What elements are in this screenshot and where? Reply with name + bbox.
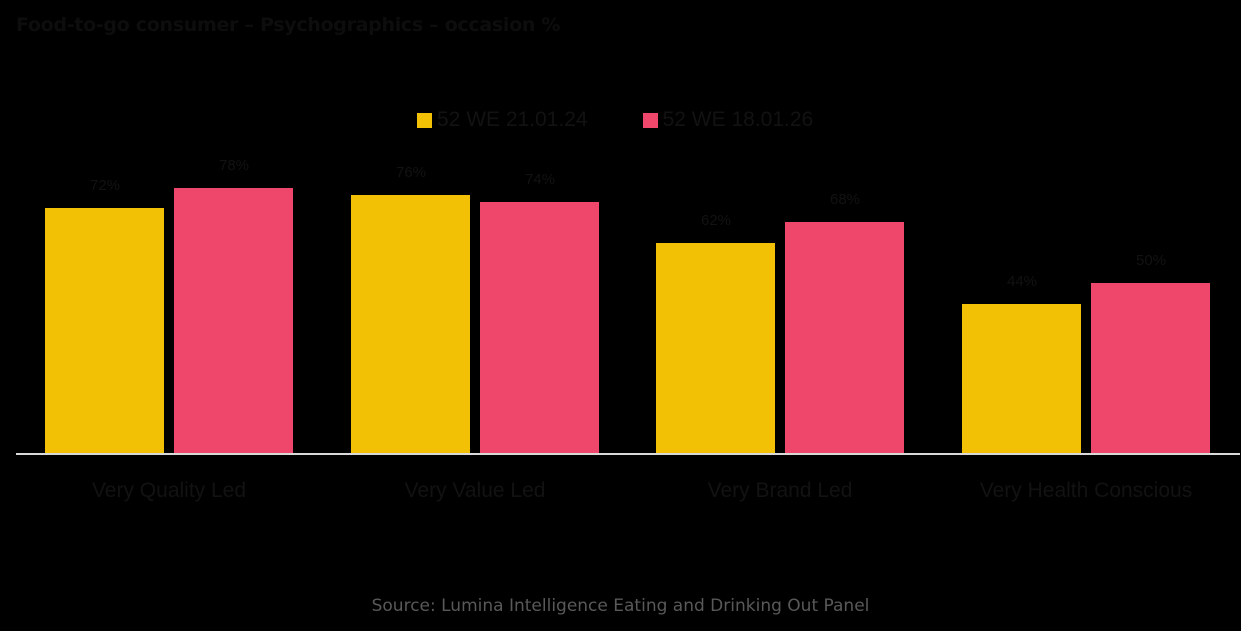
bar-1-very-brand-led [656,243,775,454]
data-label: 50% [1135,252,1167,269]
source-note: Source: Lumina Intelligence Eating and D… [371,596,870,616]
legend-label-series-1: 52 WE 21.01.24 [437,108,588,131]
category-label: Very Health Conscious [979,479,1193,502]
bar-2-very-health-conscious [1091,283,1210,454]
bar-1-very-value-led [351,195,470,454]
category-label: Very Value Led [404,479,546,502]
bar-2-very-quality-led [174,188,293,454]
data-label: 44% [1006,273,1038,290]
data-label: 78% [218,157,250,174]
legend-swatch-series-1 [417,112,432,128]
category-label: Very Quality Led [91,479,247,502]
chart-title: Food-to-go consumer – Psychographics – o… [16,14,561,36]
data-label: 76% [395,164,427,181]
bar-1-very-health-conscious [962,304,1081,454]
bar-2-very-brand-led [785,222,904,454]
x-axis-line [16,453,1240,455]
legend-item-series-1: 52 WE 21.01.24 [417,108,588,132]
data-label: 72% [89,177,121,194]
bar-1-very-quality-led [45,208,164,454]
category-label: Very Brand Led [707,479,853,502]
legend-item-series-2: 52 WE 18.01.26 [642,108,814,132]
bar-2-very-value-led [480,202,599,454]
data-label: 68% [829,191,861,208]
legend-label-series-2: 52 WE 18.01.26 [662,108,814,131]
legend-swatch-series-2 [642,112,658,128]
legend: 52 WE 21.01.24 52 WE 18.01.26 [417,108,868,132]
data-label: 74% [524,171,556,188]
data-label: 62% [700,212,732,229]
